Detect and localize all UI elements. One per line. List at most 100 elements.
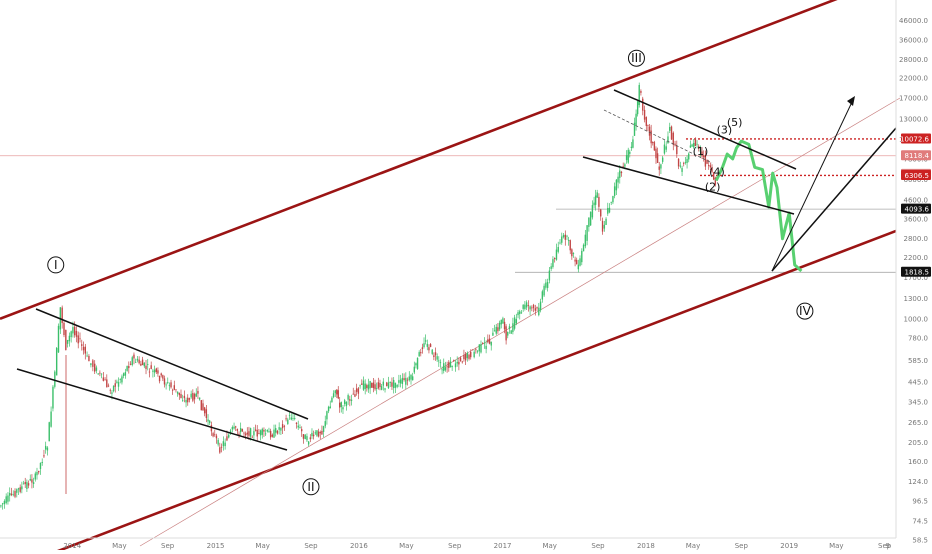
price-tag-label-3: 6306.5: [905, 172, 930, 180]
candle-body-147: [253, 431, 255, 436]
candle-body-120: [207, 419, 209, 422]
candle-body-8: [14, 490, 16, 497]
candle-body-27: [46, 447, 49, 451]
candle-body-229: [391, 382, 393, 387]
candle-body-143: [246, 432, 248, 435]
candle-body-299: [508, 326, 511, 330]
candle-body-190: [326, 411, 328, 420]
candle-body-167: [287, 419, 289, 424]
candle-body-140: [241, 428, 244, 432]
candle-body-118: [203, 407, 206, 414]
candle-body-179: [307, 441, 310, 445]
y-tick-label-2: 36000.0: [899, 36, 928, 44]
candle-body-40: [70, 331, 72, 338]
x-tick-label-9: 2017: [494, 542, 512, 550]
candle-body-219: [374, 384, 376, 390]
candle-body-361: [615, 179, 618, 191]
candle-body-60: [106, 379, 108, 388]
candle-body-375: [638, 85, 640, 106]
candle-body-154: [264, 433, 267, 435]
candle-body-94: [163, 378, 166, 385]
candle-body-96: [167, 382, 169, 384]
projection-path: [714, 139, 803, 273]
candle-body-24: [41, 461, 43, 464]
candle-body-102: [176, 391, 179, 394]
candle-body-44: [77, 335, 79, 344]
wave-circle-I: [47, 256, 65, 274]
candle-body-182: [312, 434, 315, 437]
candle-body-25: [43, 455, 45, 457]
candle-body-331: [564, 234, 567, 240]
price-tag-label-5: 1818.5: [905, 269, 930, 277]
candle-body-307: [522, 304, 524, 309]
x-tick-label-12: 2018: [637, 542, 655, 550]
candle-body-327: [557, 247, 559, 252]
candle-body-381: [648, 126, 651, 136]
candle-body-184: [316, 430, 318, 436]
candle-body-264: [449, 361, 452, 368]
candle-body-6: [10, 493, 13, 495]
candle-body-306: [520, 312, 523, 314]
candle-body-285: [485, 345, 487, 350]
candle-body-192: [329, 406, 331, 409]
candle-body-260: [443, 363, 445, 371]
candle-body-207: [354, 394, 356, 397]
candle-body-343: [584, 234, 587, 247]
price-tag-bg-4: [901, 203, 931, 214]
candle-body-263: [448, 362, 450, 368]
candle-body-354: [603, 224, 606, 229]
candle-body-153: [263, 429, 265, 432]
candle-body-247: [421, 347, 424, 350]
candle-body-76: [133, 354, 135, 359]
candle-body-14: [24, 481, 26, 485]
candle-body-74: [129, 363, 132, 365]
x-tick-label-17: Sep: [878, 542, 892, 550]
candle-body-231: [394, 382, 397, 388]
candle-body-18: [31, 479, 33, 483]
candle-body-383: [652, 141, 654, 144]
y-tick-label-16: 1000.0: [904, 315, 929, 323]
candle-body-217: [371, 383, 373, 388]
candle-body-313: [532, 304, 535, 309]
candle-body-245: [418, 352, 420, 357]
candle-body-378: [643, 109, 646, 120]
projection-arrow: [771, 101, 853, 272]
candle-body-265: [451, 365, 453, 368]
candle-body-344: [586, 225, 588, 241]
candle-body-80: [140, 363, 142, 366]
candle-body-117: [202, 403, 204, 411]
candle-body-282: [480, 343, 482, 353]
candle-body-417: [709, 165, 712, 168]
candle-body-43: [75, 331, 78, 337]
wave-label-IV: IV: [799, 304, 812, 318]
candle-body-168: [288, 415, 291, 417]
candle-body-315: [536, 307, 538, 309]
candle-body-52: [92, 360, 94, 367]
candle-body-365: [622, 166, 624, 168]
candle-body-49: [86, 355, 88, 357]
candle-body-345: [588, 217, 590, 227]
candle-body-323: [550, 266, 552, 269]
candle-body-136: [235, 426, 237, 428]
candle-body-145: [249, 428, 252, 437]
candle-body-64: [112, 385, 115, 392]
candle-body-155: [266, 429, 268, 432]
candle-body-295: [502, 318, 504, 324]
candle-body-369: [629, 151, 631, 154]
candle-body-107: [185, 399, 187, 403]
candle-body-262: [446, 366, 448, 368]
candle-body-358: [610, 201, 612, 203]
candle-body-84: [147, 364, 149, 365]
candle-body-249: [424, 340, 427, 342]
candle-body-360: [613, 186, 616, 196]
price-tag-label-4: 4093.6: [905, 205, 930, 213]
candle-body-401: [683, 163, 685, 165]
candle-body-45: [79, 338, 81, 340]
candle-body-270: [459, 357, 462, 362]
candle-body-170: [292, 418, 294, 419]
x-tick-label-0: 2014: [63, 542, 81, 550]
candle-body-330: [562, 234, 565, 238]
